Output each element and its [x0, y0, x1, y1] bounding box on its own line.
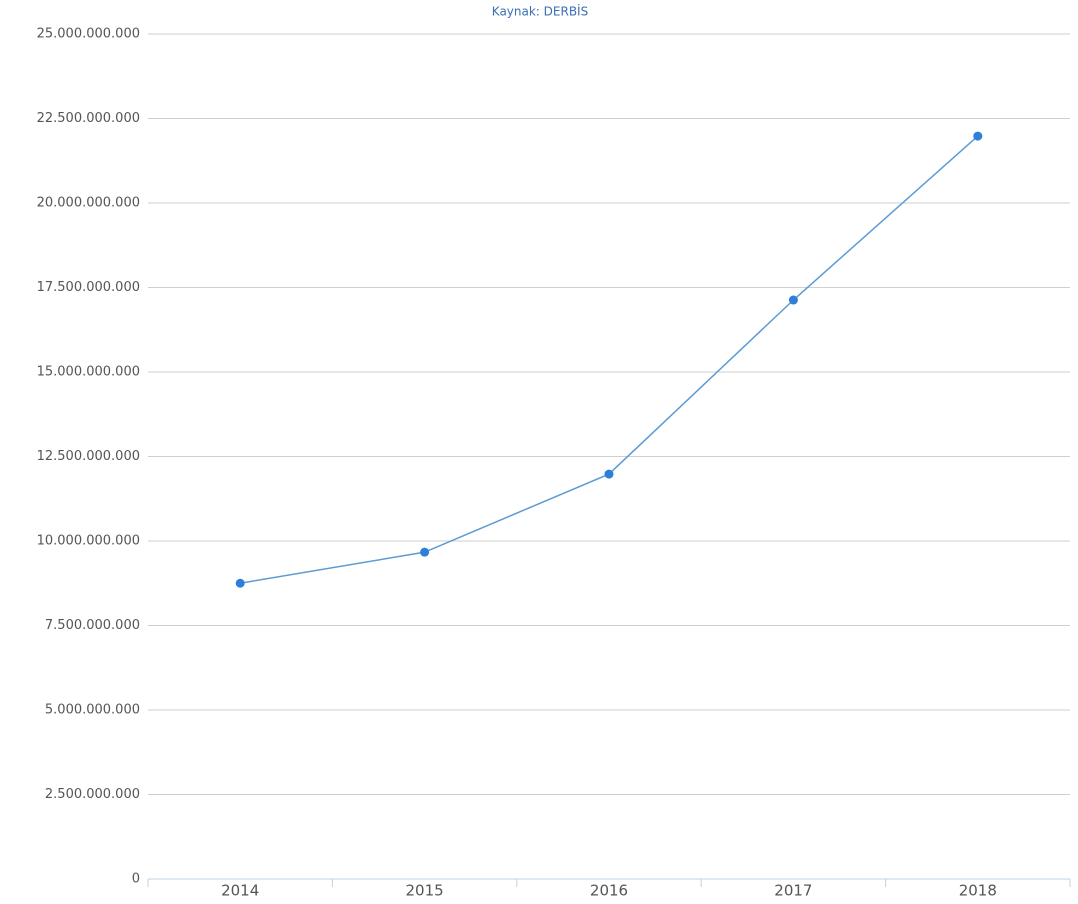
y-tick-label: 7.500.000.000 — [45, 618, 140, 633]
x-tick-label: 2018 — [959, 882, 997, 900]
y-tick-label: 10.000.000.000 — [37, 534, 140, 549]
y-tick-label: 2.500.000.000 — [45, 787, 140, 802]
chart-subtitle: Kaynak: DERBİS — [492, 4, 588, 19]
y-tick-label: 17.500.000.000 — [37, 280, 140, 295]
y-tick-label: 15.000.000.000 — [37, 365, 140, 380]
x-tick-label: 2015 — [406, 882, 444, 900]
point — [420, 547, 430, 557]
y-tick-label: 5.000.000.000 — [45, 703, 140, 718]
x-tick-label: 2016 — [590, 882, 628, 900]
y-tick-label: 12.500.000.000 — [37, 449, 140, 464]
y-tick-label: 0 — [132, 872, 140, 887]
x-tick-label: 2014 — [221, 882, 259, 900]
point — [235, 578, 245, 588]
point — [788, 295, 798, 305]
point — [973, 131, 983, 141]
x-tick-label: 2017 — [774, 882, 812, 900]
y-tick-label: 20.000.000.000 — [37, 196, 140, 211]
point — [604, 469, 614, 479]
y-tick-label: 25.000.000.000 — [37, 27, 140, 42]
y-tick-label: 22.500.000.000 — [37, 111, 140, 126]
